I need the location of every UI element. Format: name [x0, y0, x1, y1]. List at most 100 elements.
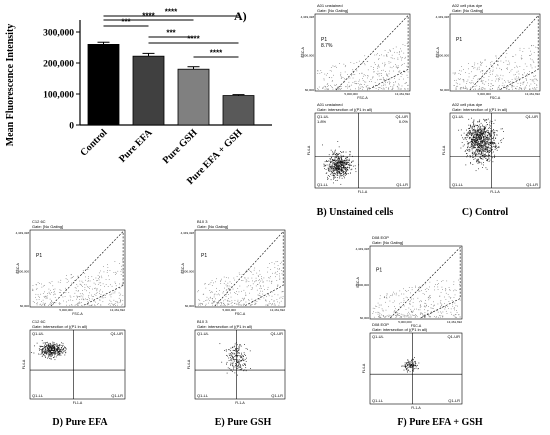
- event-dot: [331, 80, 333, 82]
- event-dot: [375, 88, 377, 89]
- event-dot: [37, 302, 39, 304]
- event-dot: [485, 134, 486, 136]
- event-dot: [496, 134, 498, 136]
- event-dot: [333, 159, 335, 161]
- event-dot: [44, 347, 46, 349]
- event-dot: [476, 141, 477, 143]
- event-dot: [337, 168, 339, 170]
- event-dot: [428, 306, 429, 307]
- event-dot: [404, 71, 406, 73]
- event-dot: [463, 86, 464, 88]
- event-dot: [392, 86, 394, 88]
- event-dot: [477, 121, 479, 123]
- event-dot: [373, 71, 375, 72]
- event-dot: [486, 137, 488, 139]
- event-dot: [477, 148, 478, 150]
- event-dot: [383, 55, 385, 57]
- event-dot: [474, 129, 476, 131]
- event-dot: [220, 302, 222, 303]
- event-dot: [498, 85, 500, 86]
- event-dot: [351, 84, 353, 86]
- event-dot: [473, 139, 475, 140]
- event-dot: [531, 45, 532, 47]
- event-dot: [70, 296, 72, 298]
- event-dot: [242, 358, 244, 360]
- event-dot: [37, 294, 39, 296]
- event-dot: [489, 142, 491, 144]
- event-dot: [245, 348, 247, 350]
- event-dot: [501, 139, 503, 141]
- event-dot: [402, 314, 404, 316]
- y-tick-top: 4,349,328: [436, 15, 450, 19]
- event-dot: [62, 345, 63, 347]
- event-dot: [329, 175, 331, 177]
- event-dot: [49, 343, 51, 345]
- event-dot: [354, 74, 356, 75]
- event-dot: [330, 165, 332, 167]
- event-dot: [249, 350, 251, 352]
- event-dot: [478, 151, 480, 153]
- event-dot: [479, 136, 481, 138]
- event-dot: [384, 64, 386, 66]
- event-dot: [346, 168, 348, 170]
- event-dot: [49, 354, 50, 356]
- event-dot: [50, 343, 52, 345]
- event-dot: [485, 157, 487, 159]
- event-dot: [83, 299, 85, 301]
- event-dot: [493, 151, 494, 153]
- event-dot: [324, 168, 325, 170]
- event-dot: [526, 75, 528, 77]
- event-dot: [469, 128, 470, 130]
- event-dot: [505, 87, 507, 89]
- event-dot: [349, 85, 351, 87]
- event-dot: [406, 366, 408, 368]
- event-dot: [474, 140, 475, 142]
- event-dot: [482, 148, 484, 150]
- event-dot: [102, 291, 103, 293]
- event-dot: [490, 88, 492, 90]
- event-dot: [227, 282, 229, 284]
- event-dot: [397, 65, 399, 67]
- event-dot: [486, 149, 488, 150]
- event-dot: [339, 86, 341, 87]
- event-dot: [248, 269, 250, 271]
- event-dot: [232, 363, 234, 365]
- event-dot: [343, 175, 345, 177]
- gate-label: Gate: intersection of ((P1 in all): [372, 327, 428, 332]
- event-dot: [503, 61, 505, 63]
- event-dot: [334, 165, 336, 167]
- event-dot: [35, 288, 37, 290]
- event-dot: [237, 374, 238, 376]
- event-dot: [329, 70, 331, 71]
- event-dot: [471, 144, 473, 145]
- event-dot: [472, 144, 474, 146]
- event-dot: [389, 300, 391, 302]
- event-dot: [374, 308, 376, 309]
- event-dot: [339, 169, 341, 171]
- event-dot: [342, 160, 344, 162]
- event-dot: [514, 87, 516, 89]
- event-dot: [395, 315, 396, 317]
- event-dot: [229, 289, 231, 291]
- event-dot: [200, 304, 202, 306]
- event-dot: [336, 173, 338, 174]
- event-dot: [345, 169, 347, 171]
- event-dot: [33, 345, 35, 347]
- event-dot: [232, 352, 234, 354]
- event-dot: [281, 291, 283, 293]
- event-dot: [412, 370, 414, 371]
- event-dot: [399, 88, 401, 90]
- event-dot: [254, 304, 256, 305]
- event-dot: [226, 354, 227, 356]
- event-dot: [122, 259, 123, 261]
- event-dot: [379, 295, 381, 297]
- event-dot: [487, 131, 489, 133]
- event-dot: [66, 279, 68, 280]
- event-dot: [490, 145, 492, 146]
- event-dot: [338, 88, 340, 90]
- event-dot: [232, 349, 234, 351]
- event-dot: [272, 291, 274, 293]
- event-dot: [32, 301, 34, 302]
- event-dot: [378, 316, 380, 318]
- event-dot: [490, 86, 492, 87]
